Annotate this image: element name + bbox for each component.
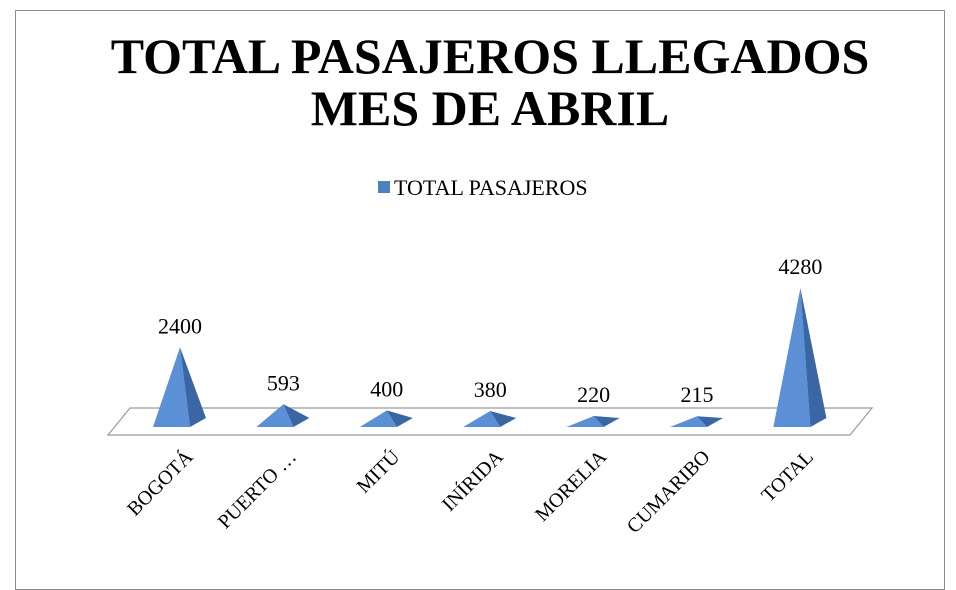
pyramid-side xyxy=(800,288,827,427)
pyramid xyxy=(670,416,723,427)
pyramid-front xyxy=(566,416,604,427)
x-tick-label: PUERTO … xyxy=(214,446,301,533)
x-tick-label: INÍRIDA xyxy=(437,445,508,516)
pyramid xyxy=(566,416,620,427)
x-tick-label: TOTAL xyxy=(757,446,818,507)
pyramid-front xyxy=(670,416,707,427)
floor xyxy=(106,407,874,436)
data-label: 215 xyxy=(681,382,714,407)
pyramid-side xyxy=(386,410,413,427)
pyramid-front xyxy=(773,288,811,427)
data-label: 593 xyxy=(267,370,300,395)
x-tick-label: MITÚ xyxy=(351,444,404,497)
x-tick-label: MORELIA xyxy=(531,446,611,526)
pyramid-side xyxy=(593,416,620,427)
pyramid-side xyxy=(283,404,310,427)
pyramid-side xyxy=(490,411,517,427)
data-label: 2400 xyxy=(158,313,202,338)
data-label: 4280 xyxy=(778,254,822,279)
pyramid xyxy=(359,410,413,427)
data-label: 380 xyxy=(474,377,507,402)
pyramid-side xyxy=(180,347,206,427)
x-tick-label: BOGOTÁ xyxy=(122,445,198,521)
pyramid xyxy=(773,288,827,427)
pyramid xyxy=(256,404,310,427)
chart-title: TOTAL PASAJEROS LLEGADOS MES DE ABRIL xyxy=(110,28,870,136)
x-tick-label: CUMARIBO xyxy=(623,446,715,538)
pyramid-front xyxy=(256,404,294,427)
pyramid-front xyxy=(463,411,501,427)
legend-label: TOTAL PASAJEROS xyxy=(394,175,588,200)
data-label: 220 xyxy=(577,382,610,407)
legend-swatch xyxy=(378,181,390,193)
data-label: 400 xyxy=(370,376,403,401)
pyramid-side xyxy=(697,416,723,427)
pyramid xyxy=(153,347,206,427)
pyramid-front xyxy=(359,410,397,427)
pyramid-front xyxy=(153,347,190,427)
pyramid xyxy=(463,411,517,427)
